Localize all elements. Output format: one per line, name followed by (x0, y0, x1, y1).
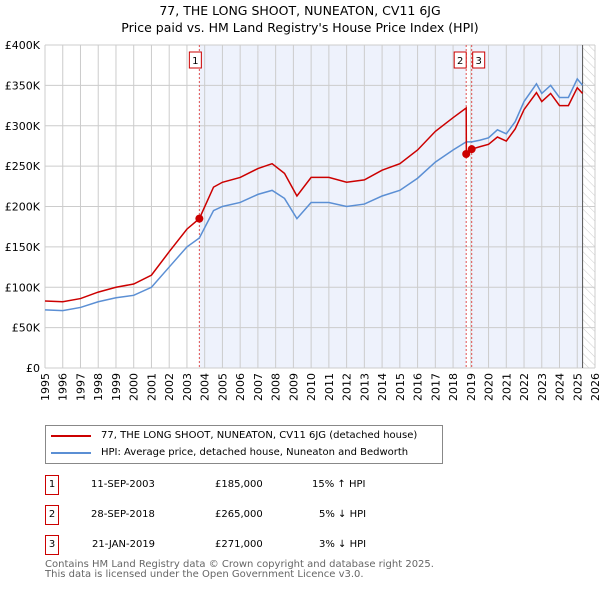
x-tick-label: 2026 (589, 373, 600, 401)
x-tick-label: 2014 (376, 373, 389, 401)
x-tick-label: 2000 (128, 373, 141, 401)
legend-label-hpi: HPI: Average price, detached house, Nune… (101, 447, 409, 458)
sale-flag (472, 51, 486, 69)
y-tick-label: £150K (5, 241, 41, 254)
y-tick-label: £0 (26, 362, 40, 375)
x-tick-label: 2010 (305, 373, 318, 401)
property-price-line (44, 86, 584, 303)
sale-date: 28-SEP-2018 (91, 509, 155, 520)
sale-price: £185,000 (215, 479, 263, 490)
footer-line-1: Contains HM Land Registry data © Crown c… (45, 559, 434, 570)
sale-flag-label: 3 (476, 56, 482, 67)
sale-flag (188, 51, 202, 69)
footer: Contains HM Land Registry data © Crown c… (45, 560, 434, 580)
chart-subtitle: Price paid vs. HM Land Registry's House … (121, 20, 479, 35)
x-tick-label: 2002 (163, 373, 176, 401)
sale-row: 3 21-JAN-2019 £271,000 3% ↓ HPI (45, 535, 465, 555)
x-tick-label: 2013 (358, 373, 371, 401)
sale-hpi: 15% ↑ HPI (312, 479, 366, 490)
legend-swatch-property (51, 434, 91, 437)
sale-point (195, 214, 204, 223)
x-tick-label: 1997 (74, 373, 87, 401)
x-tick-label: 1998 (92, 373, 105, 401)
sale-date: 11-SEP-2003 (91, 479, 155, 490)
x-tick-label: 2011 (323, 373, 336, 401)
x-tick-label: 1996 (57, 373, 70, 401)
sale-flag (453, 51, 467, 69)
plot-area: 1995 1996 1997 1998 1999 2000 2001 2002 2003 2004… (5, 39, 600, 401)
sale-point (462, 150, 471, 159)
sale-flag-label: 1 (192, 56, 198, 67)
x-tick-label: 2015 (394, 373, 407, 401)
x-tick-label: 2023 (536, 373, 549, 401)
sale-row: 2 28-SEP-2018 £265,000 5% ↓ HPI (45, 505, 465, 525)
x-tick-label: 2006 (234, 373, 247, 401)
y-tick-label: £300K (5, 120, 41, 133)
x-tick-label: 1995 (39, 373, 52, 401)
y-tick-label: £100K (5, 281, 41, 294)
sale-date: 21-JAN-2019 (92, 539, 156, 550)
x-tick-label: 2004 (199, 373, 212, 401)
y-tick-label: £50K (12, 322, 41, 335)
x-tick-label: 2025 (571, 373, 584, 401)
sale-price: £265,000 (215, 509, 263, 520)
x-tick-label: 2009 (287, 373, 300, 401)
sale-flag-label: 2 (457, 56, 463, 67)
y-tick-label: £200K (5, 201, 41, 214)
sale-price: £271,000 (215, 539, 263, 550)
x-tick-label: 2003 (181, 373, 194, 401)
footer-line-2: This data is licensed under the Open Gov… (45, 569, 364, 580)
legend-label-property: 77, THE LONG SHOOT, NUNEATON, CV11 6JG (… (101, 430, 418, 441)
legend: 77, THE LONG SHOOT, NUNEATON, CV11 6JG (… (45, 425, 443, 464)
x-tick-label: 2008 (270, 373, 283, 401)
y-tick-label: £250K (5, 160, 41, 173)
y-tick-label: £400K (5, 39, 41, 52)
chart-title: 77, THE LONG SHOOT, NUNEATON, CV11 6JG (159, 3, 441, 18)
x-tick-label: 2024 (554, 373, 567, 401)
sale-row: 1 11-SEP-2003 £185,000 15% ↑ HPI (45, 475, 465, 495)
x-tick-label: 2001 (145, 373, 158, 401)
x-tick-label: 2017 (429, 373, 442, 401)
sale-marker-label: 1 (45, 475, 59, 495)
x-tick-label: 2016 (412, 373, 425, 401)
x-tick-label: 2019 (465, 373, 478, 401)
sale-hpi: 3% ↓ HPI (319, 539, 367, 550)
y-tick-label: £350K (5, 79, 41, 92)
sale-point (467, 145, 476, 154)
x-tick-label: 2005 (216, 373, 229, 401)
x-tick-label: 2020 (483, 373, 496, 401)
sale-marker-label: 3 (45, 535, 59, 555)
x-tick-label: 2007 (252, 373, 265, 401)
x-tick-label: 2012 (341, 373, 354, 401)
sale-marker-label: 2 (45, 505, 59, 525)
legend-swatch-hpi (51, 451, 91, 454)
hpi-line (44, 77, 584, 312)
x-tick-label: 2022 (518, 373, 531, 401)
x-tick-label: 2021 (500, 373, 513, 401)
sale-hpi: 5% ↓ HPI (319, 509, 367, 520)
x-tick-label: 1999 (110, 373, 123, 401)
x-tick-label: 2018 (447, 373, 460, 401)
